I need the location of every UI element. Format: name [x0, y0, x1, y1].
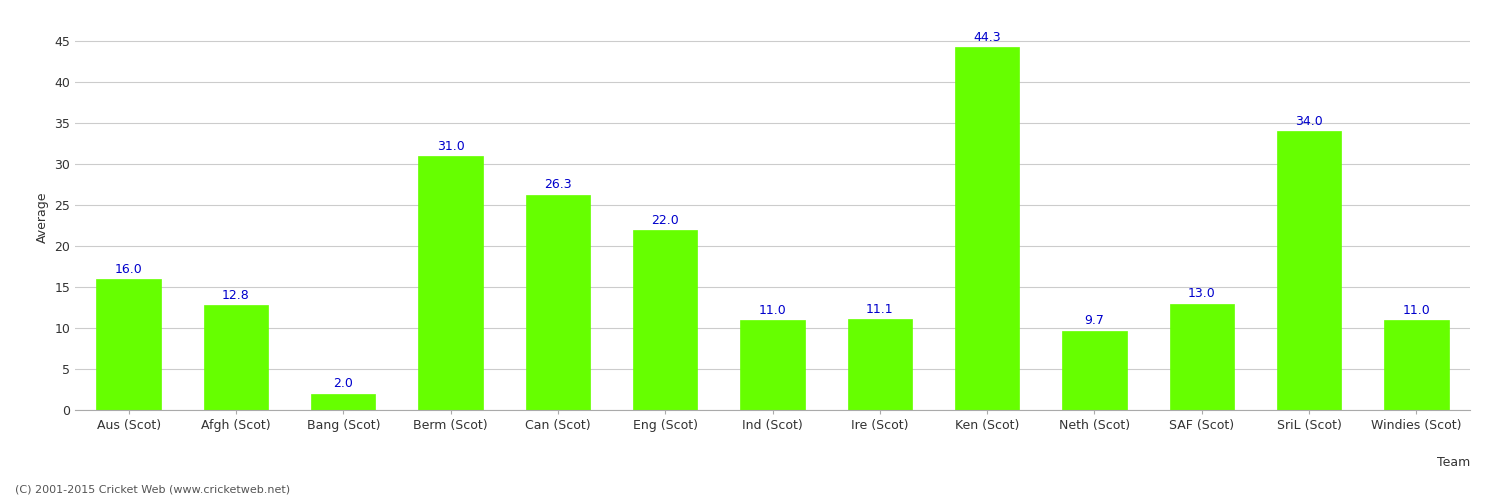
Text: 34.0: 34.0 [1294, 115, 1323, 128]
Bar [847, 319, 912, 410]
Bar [1062, 330, 1126, 410]
Bar [956, 47, 1020, 410]
Bar [1384, 320, 1449, 410]
Text: 31.0: 31.0 [436, 140, 465, 153]
Y-axis label: Average: Average [36, 192, 48, 244]
Text: 9.7: 9.7 [1084, 314, 1104, 328]
Bar [96, 279, 160, 410]
Text: 11.0: 11.0 [759, 304, 786, 316]
Bar [741, 320, 804, 410]
Text: 22.0: 22.0 [651, 214, 680, 226]
Bar [1276, 132, 1341, 410]
Bar [310, 394, 375, 410]
Text: (C) 2001-2015 Cricket Web (www.cricketweb.net): (C) 2001-2015 Cricket Web (www.cricketwe… [15, 485, 290, 495]
Text: 44.3: 44.3 [974, 31, 1000, 44]
Bar [419, 156, 483, 410]
Bar [204, 305, 268, 410]
Bar [633, 230, 698, 410]
Text: 16.0: 16.0 [116, 262, 142, 276]
Text: 11.1: 11.1 [865, 303, 894, 316]
Text: 26.3: 26.3 [544, 178, 572, 192]
Text: 12.8: 12.8 [222, 289, 251, 302]
Bar [525, 194, 590, 410]
Bar [1170, 304, 1234, 410]
Text: 2.0: 2.0 [333, 378, 352, 390]
Text: 13.0: 13.0 [1188, 287, 1215, 300]
Text: Team: Team [1437, 456, 1470, 469]
Text: 11.0: 11.0 [1402, 304, 1429, 316]
